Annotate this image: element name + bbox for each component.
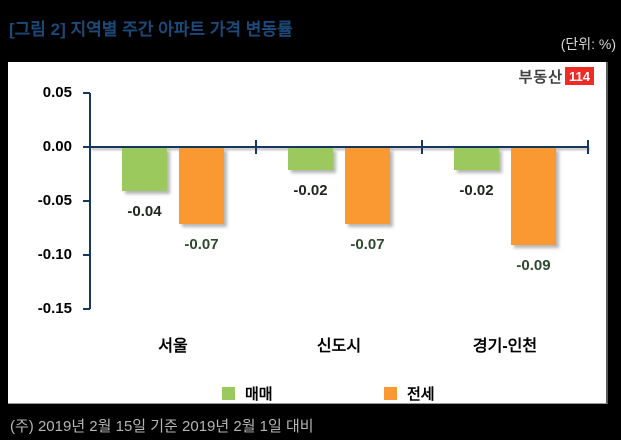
logo-badge: 114 bbox=[565, 67, 594, 85]
bar-value-label: -0.02 bbox=[293, 182, 328, 199]
category-label: 경기-인천 bbox=[472, 338, 538, 355]
bar-value-label: -0.07 bbox=[184, 236, 219, 253]
y-axis-tick-label: 0.00 bbox=[42, 138, 72, 155]
bar-chart: 0.05 0.00 -0.05 -0.10 -0.15 -0.04 -0.02 -0.02 -0… bbox=[8, 62, 608, 404]
x-axis-tick bbox=[587, 140, 589, 154]
bar-jeonse bbox=[511, 148, 556, 245]
y-axis-tick-label: -0.10 bbox=[37, 246, 72, 263]
legend-swatch-icon bbox=[222, 387, 235, 400]
x-axis-tick bbox=[255, 140, 257, 154]
bar-jeonse bbox=[345, 148, 390, 224]
bar-value-label: -0.09 bbox=[516, 257, 551, 274]
x-axis-tick bbox=[421, 140, 423, 154]
y-axis-tick-label: -0.05 bbox=[37, 192, 72, 209]
y-axis-tick-label: 0.05 bbox=[42, 84, 72, 101]
bar-value-label: -0.02 bbox=[459, 182, 494, 199]
category-label: 서울 bbox=[158, 338, 188, 355]
bar-value-label: -0.04 bbox=[127, 203, 162, 220]
legend-swatch-icon bbox=[384, 387, 397, 400]
page-title: [그림 2] 지역별 주간 아파트 가격 변동률 bbox=[9, 20, 293, 39]
chart-panel: 0.05 0.00 -0.05 -0.10 -0.15 -0.04 -0.02 -0.02 -0… bbox=[8, 62, 608, 404]
legend-label: 매매 bbox=[245, 386, 273, 403]
bar-value-label: -0.07 bbox=[350, 236, 385, 253]
unit-label: (단위: %) bbox=[560, 36, 616, 52]
logo-text: 부동산 bbox=[518, 68, 564, 86]
y-axis-tick bbox=[83, 146, 90, 148]
budongsan114-logo: 부동산 114 bbox=[519, 65, 594, 87]
y-axis-tick bbox=[83, 92, 90, 94]
legend-item-jeonse: 전세 bbox=[384, 383, 435, 404]
y-axis-tick bbox=[83, 254, 90, 256]
category-label: 신도시 bbox=[316, 338, 362, 355]
bar-maemae bbox=[288, 148, 333, 170]
y-axis-tick bbox=[83, 308, 90, 310]
y-axis-tick-label: -0.15 bbox=[37, 300, 72, 317]
x-axis-line bbox=[89, 146, 588, 148]
bar-jeonse bbox=[179, 148, 224, 224]
y-axis-line bbox=[89, 93, 91, 309]
legend-item-maemae: 매매 bbox=[222, 383, 273, 404]
y-axis-tick bbox=[83, 200, 90, 202]
legend-label: 전세 bbox=[407, 386, 435, 403]
bar-maemae bbox=[454, 148, 499, 170]
footnote: (주) 2019년 2월 15일 기준 2019년 2월 1일 대비 bbox=[10, 418, 314, 435]
bar-maemae bbox=[122, 148, 167, 191]
